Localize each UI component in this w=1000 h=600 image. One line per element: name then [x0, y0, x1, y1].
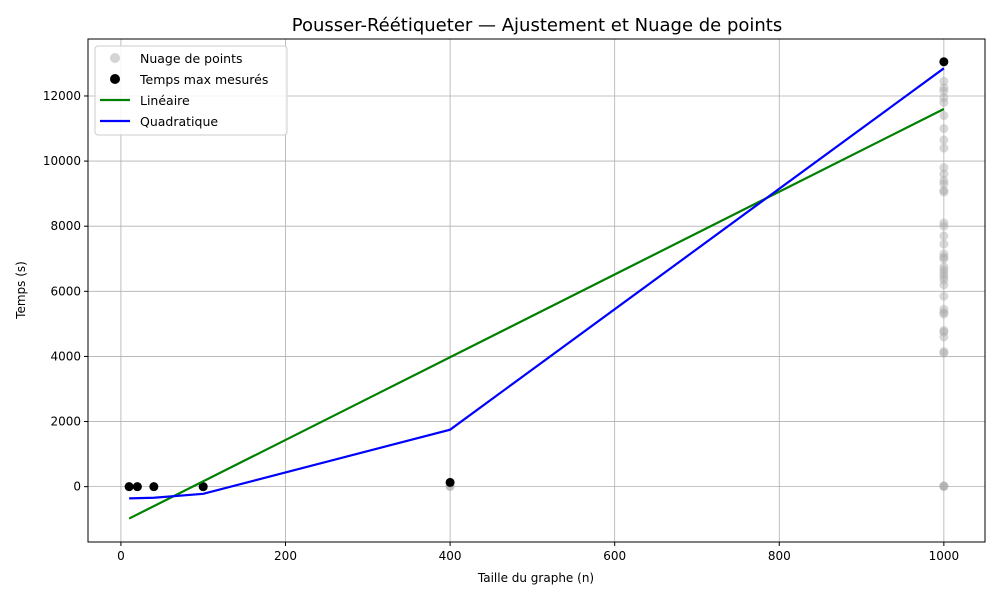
- legend-label-nuage: Nuage de points: [140, 51, 243, 66]
- scatter-point-nuage: [939, 76, 949, 86]
- scatter-point-nuage: [939, 249, 949, 259]
- scatter-point-nuage: [939, 86, 949, 96]
- fit-line-lineaire: [128, 108, 945, 520]
- plot-area: [124, 57, 949, 520]
- scatter-point-temps-max: [445, 477, 455, 487]
- chart-title: Pousser-Réétiqueter — Ajustement et Nuag…: [292, 15, 783, 36]
- scatter-point-temps-max: [939, 57, 949, 67]
- scatter-point-nuage: [939, 275, 949, 285]
- scatter-point-nuage: [939, 143, 949, 153]
- scatter-point-nuage: [939, 265, 949, 275]
- scatter-point-nuage: [939, 482, 949, 492]
- x-axis-label: Taille du graphe (n): [477, 571, 594, 585]
- scatter-point-nuage: [939, 169, 949, 179]
- x-tick-label: 0: [117, 549, 125, 563]
- scatter-point-nuage: [939, 97, 949, 107]
- x-tick-label: 600: [603, 549, 626, 563]
- scatter-point-temps-max: [198, 482, 208, 492]
- legend-label-temps-max: Temps max mesurés: [139, 72, 268, 87]
- scatter-point-nuage: [939, 481, 949, 491]
- scatter-point-nuage: [939, 179, 949, 189]
- scatter-point-nuage: [939, 481, 949, 491]
- scatter-point-temps-max: [149, 482, 159, 492]
- axis-ticks: 0 200 400 600 800 100002000400060008000100001…: [43, 89, 959, 563]
- x-tick-label: 400: [439, 549, 462, 563]
- scatter-point-nuage: [939, 124, 949, 134]
- scatter-point-nuage: [939, 262, 949, 272]
- x-tick-label: 200: [274, 549, 297, 563]
- x-tick-label: 800: [768, 549, 791, 563]
- scatter-point-nuage: [939, 135, 949, 145]
- legend-label-quadratique: Quadratique: [140, 114, 218, 129]
- scatter-point-nuage: [939, 221, 949, 231]
- scatter-point-nuage: [939, 176, 949, 186]
- scatter-point-temps-max: [132, 482, 142, 492]
- scatter-point-nuage: [939, 252, 949, 262]
- scatter-point-nuage: [939, 309, 949, 319]
- scatter-point-temps-max: [124, 482, 134, 492]
- y-tick-label: 0: [73, 480, 81, 494]
- scatter-point-nuage: [939, 307, 949, 317]
- x-tick-label: 1000: [929, 549, 960, 563]
- scatter-point-nuage: [939, 327, 949, 337]
- scatter-point-nuage: [939, 280, 949, 290]
- y-axis-label: Temps (s): [14, 261, 28, 320]
- y-tick-label: 4000: [50, 349, 81, 363]
- scatter-point-nuage: [939, 93, 949, 103]
- scatter-point-nuage: [939, 231, 949, 241]
- scatter-point-nuage: [939, 185, 949, 195]
- scatter-point-nuage: [939, 187, 949, 197]
- scatter-point-nuage: [939, 218, 949, 228]
- scatter-point-nuage: [939, 347, 949, 357]
- grid: [88, 39, 985, 542]
- y-tick-label: 2000: [50, 415, 81, 429]
- scatter-point-nuage: [939, 291, 949, 301]
- scatter-point-nuage: [939, 325, 949, 335]
- y-tick-label: 10000: [43, 154, 81, 168]
- scatter-point-nuage: [939, 304, 949, 314]
- legend-box: [94, 45, 288, 136]
- scatter-point-nuage: [939, 348, 949, 358]
- scatter-point-nuage: [939, 239, 949, 249]
- legend-label-lineaire: Linéaire: [140, 93, 190, 108]
- scatter-point-nuage: [939, 254, 949, 264]
- scatter-point-nuage: [939, 332, 949, 342]
- scatter-point-nuage: [939, 163, 949, 173]
- plot-frame: [87, 38, 986, 543]
- y-tick-label: 8000: [50, 219, 81, 233]
- scatter-point-nuage: [939, 83, 949, 93]
- legend-marker-temps-max: [110, 74, 120, 84]
- scatter-point-nuage: [939, 272, 949, 282]
- scatter-point-nuage: [939, 111, 949, 121]
- legend: Nuage de points Temps max mesurés Linéai…: [94, 45, 288, 136]
- y-tick-label: 6000: [50, 284, 81, 298]
- fit-line-quadratique: [129, 67, 945, 500]
- legend-marker-nuage: [110, 53, 120, 63]
- scatter-point-nuage: [939, 268, 949, 278]
- y-tick-label: 12000: [43, 89, 81, 103]
